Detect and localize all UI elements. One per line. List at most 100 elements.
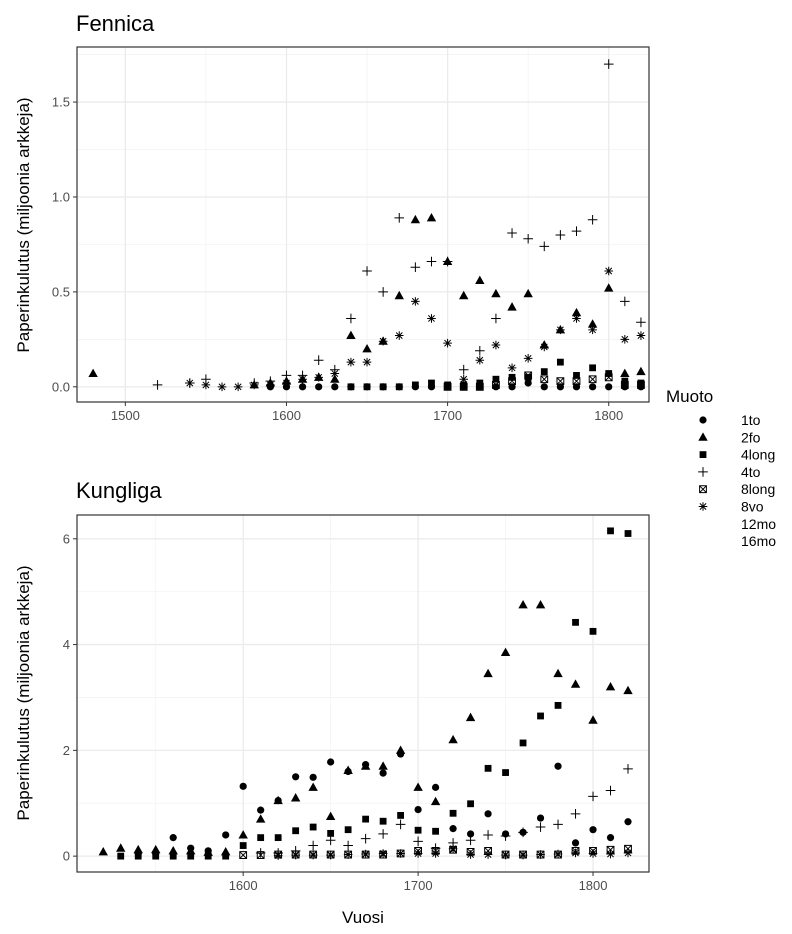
point-fennica-8vo bbox=[491, 340, 501, 350]
legend-key-2fo bbox=[698, 432, 708, 441]
point-fennica-8vo bbox=[411, 297, 420, 306]
y-tick-label: 6 bbox=[63, 531, 70, 546]
point-fennica-4long bbox=[637, 379, 645, 387]
point-kungliga-4to bbox=[360, 833, 371, 844]
legend-key-8vo bbox=[698, 502, 708, 511]
y-tick-label: 1.5 bbox=[52, 95, 70, 110]
point-kungliga-4long bbox=[589, 627, 597, 635]
legend-label-1to: 1to bbox=[741, 412, 761, 428]
point-kungliga-4to bbox=[535, 822, 546, 832]
point-kungliga-2fo bbox=[378, 761, 388, 770]
point-fennica-1to bbox=[589, 383, 597, 391]
point-kungliga-4long bbox=[344, 826, 352, 834]
point-fennica-8vo bbox=[507, 363, 517, 373]
point-kungliga-1to bbox=[431, 783, 440, 791]
point-kungliga-2fo bbox=[500, 647, 511, 657]
point-kungliga-4long bbox=[397, 812, 405, 819]
point-fennica-4to bbox=[475, 345, 485, 356]
point-kungliga-4long bbox=[309, 823, 317, 831]
point-kungliga-4long bbox=[572, 618, 579, 626]
point-kungliga-8vo bbox=[606, 849, 615, 859]
point-kungliga-4long bbox=[502, 769, 509, 776]
legend-label-4long: 4long bbox=[741, 447, 775, 463]
point-kungliga-4long bbox=[449, 809, 457, 817]
point-fennica-4long bbox=[411, 381, 419, 389]
gridlines-fennica bbox=[77, 47, 649, 402]
point-kungliga-2fo bbox=[553, 668, 563, 678]
point-kungliga-1to bbox=[169, 834, 177, 842]
point-fennica-4to bbox=[394, 213, 405, 223]
panel-fennica: Fennica 1500 1600 1700 1800 0.0 0.5 1.0 1.5 Pap… bbox=[14, 11, 650, 423]
point-fennica-8vo bbox=[282, 378, 291, 388]
point-fennica-4to bbox=[281, 370, 292, 381]
point-fennica-1to bbox=[298, 383, 307, 391]
point-fennica-4to bbox=[362, 266, 372, 276]
point-fennica-4to bbox=[458, 364, 469, 375]
point-kungliga-1to bbox=[554, 762, 562, 770]
point-kungliga-4long bbox=[327, 829, 335, 837]
point-kungliga-8vo bbox=[501, 850, 510, 860]
point-kungliga-2fo bbox=[430, 796, 441, 806]
point-kungliga-4to bbox=[500, 831, 511, 841]
point-fennica-8vo bbox=[427, 314, 436, 323]
point-kungliga-1to bbox=[606, 834, 615, 842]
point-kungliga-8vo bbox=[623, 848, 633, 858]
point-kungliga-8vo bbox=[466, 850, 475, 859]
point-fennica-2fo bbox=[410, 214, 421, 224]
point-kungliga-4long bbox=[292, 827, 300, 835]
point-fennica-2fo bbox=[330, 374, 340, 383]
point-fennica-2fo bbox=[507, 302, 517, 311]
point-fennica-8vo bbox=[185, 378, 195, 388]
point-kungliga-1to bbox=[466, 830, 475, 838]
point-kungliga-4to bbox=[553, 819, 563, 830]
point-kungliga-4to bbox=[343, 840, 353, 851]
point-kungliga-4long bbox=[432, 827, 439, 835]
point-kungliga-1to bbox=[589, 826, 597, 834]
point-kungliga-8vo bbox=[413, 849, 423, 858]
point-fennica-2fo bbox=[346, 330, 356, 340]
point-kungliga-2fo bbox=[518, 600, 528, 609]
point-fennica-8vo bbox=[459, 374, 469, 384]
point-kungliga-4long bbox=[239, 842, 247, 849]
point-fennica-4to bbox=[313, 355, 324, 366]
point-fennica-4long bbox=[589, 364, 597, 372]
point-fennica-8long bbox=[459, 382, 468, 391]
y-tick-label: 1.0 bbox=[52, 189, 70, 204]
point-fennica-4long bbox=[573, 372, 580, 379]
point-fennica-4to bbox=[636, 317, 646, 328]
point-kungliga-4long bbox=[519, 739, 527, 747]
point-kungliga-4to bbox=[378, 829, 388, 839]
point-kungliga-1to bbox=[257, 806, 265, 814]
point-kungliga-2fo bbox=[465, 712, 476, 722]
point-kungliga-8vo bbox=[343, 850, 353, 859]
point-kungliga-4to bbox=[623, 764, 633, 774]
point-kungliga-2fo bbox=[448, 734, 458, 744]
point-kungliga-4to bbox=[413, 836, 423, 847]
point-fennica-4to bbox=[491, 313, 501, 324]
point-kungliga-2fo bbox=[570, 679, 581, 688]
point-kungliga-8vo bbox=[483, 850, 493, 859]
point-fennica-4long bbox=[395, 383, 403, 391]
point-kungliga-8vo bbox=[308, 850, 318, 860]
legend-key-1to bbox=[699, 416, 707, 424]
plot-area-fennica bbox=[77, 47, 649, 402]
point-fennica-4long bbox=[444, 381, 451, 389]
legend-label-16mo: 16mo bbox=[741, 533, 776, 549]
point-kungliga-2fo bbox=[133, 844, 143, 854]
point-kungliga-1to bbox=[449, 825, 457, 833]
x-tick-label: 1500 bbox=[111, 408, 140, 423]
panel-kungliga: Kungliga 1600 1700 1800 0 2 4 6 Paperinkulutus… bbox=[14, 478, 650, 927]
point-fennica-8long bbox=[443, 382, 452, 391]
point-kungliga-1to bbox=[379, 769, 387, 777]
y-axis-label-fennica: Paperinkulutus (miljoonia arkkeja) bbox=[14, 97, 33, 352]
panel-title-fennica: Fennica bbox=[76, 11, 155, 36]
point-fennica-1to bbox=[524, 379, 532, 387]
point-fennica-8vo bbox=[314, 373, 323, 382]
point-kungliga-4to bbox=[518, 827, 528, 838]
y-tick-label: 4 bbox=[63, 637, 70, 652]
point-kungliga-2fo bbox=[483, 668, 493, 678]
point-fennica-4long bbox=[363, 383, 371, 391]
point-fennica-4to bbox=[523, 233, 533, 244]
x-tick-label: 1600 bbox=[272, 408, 301, 423]
